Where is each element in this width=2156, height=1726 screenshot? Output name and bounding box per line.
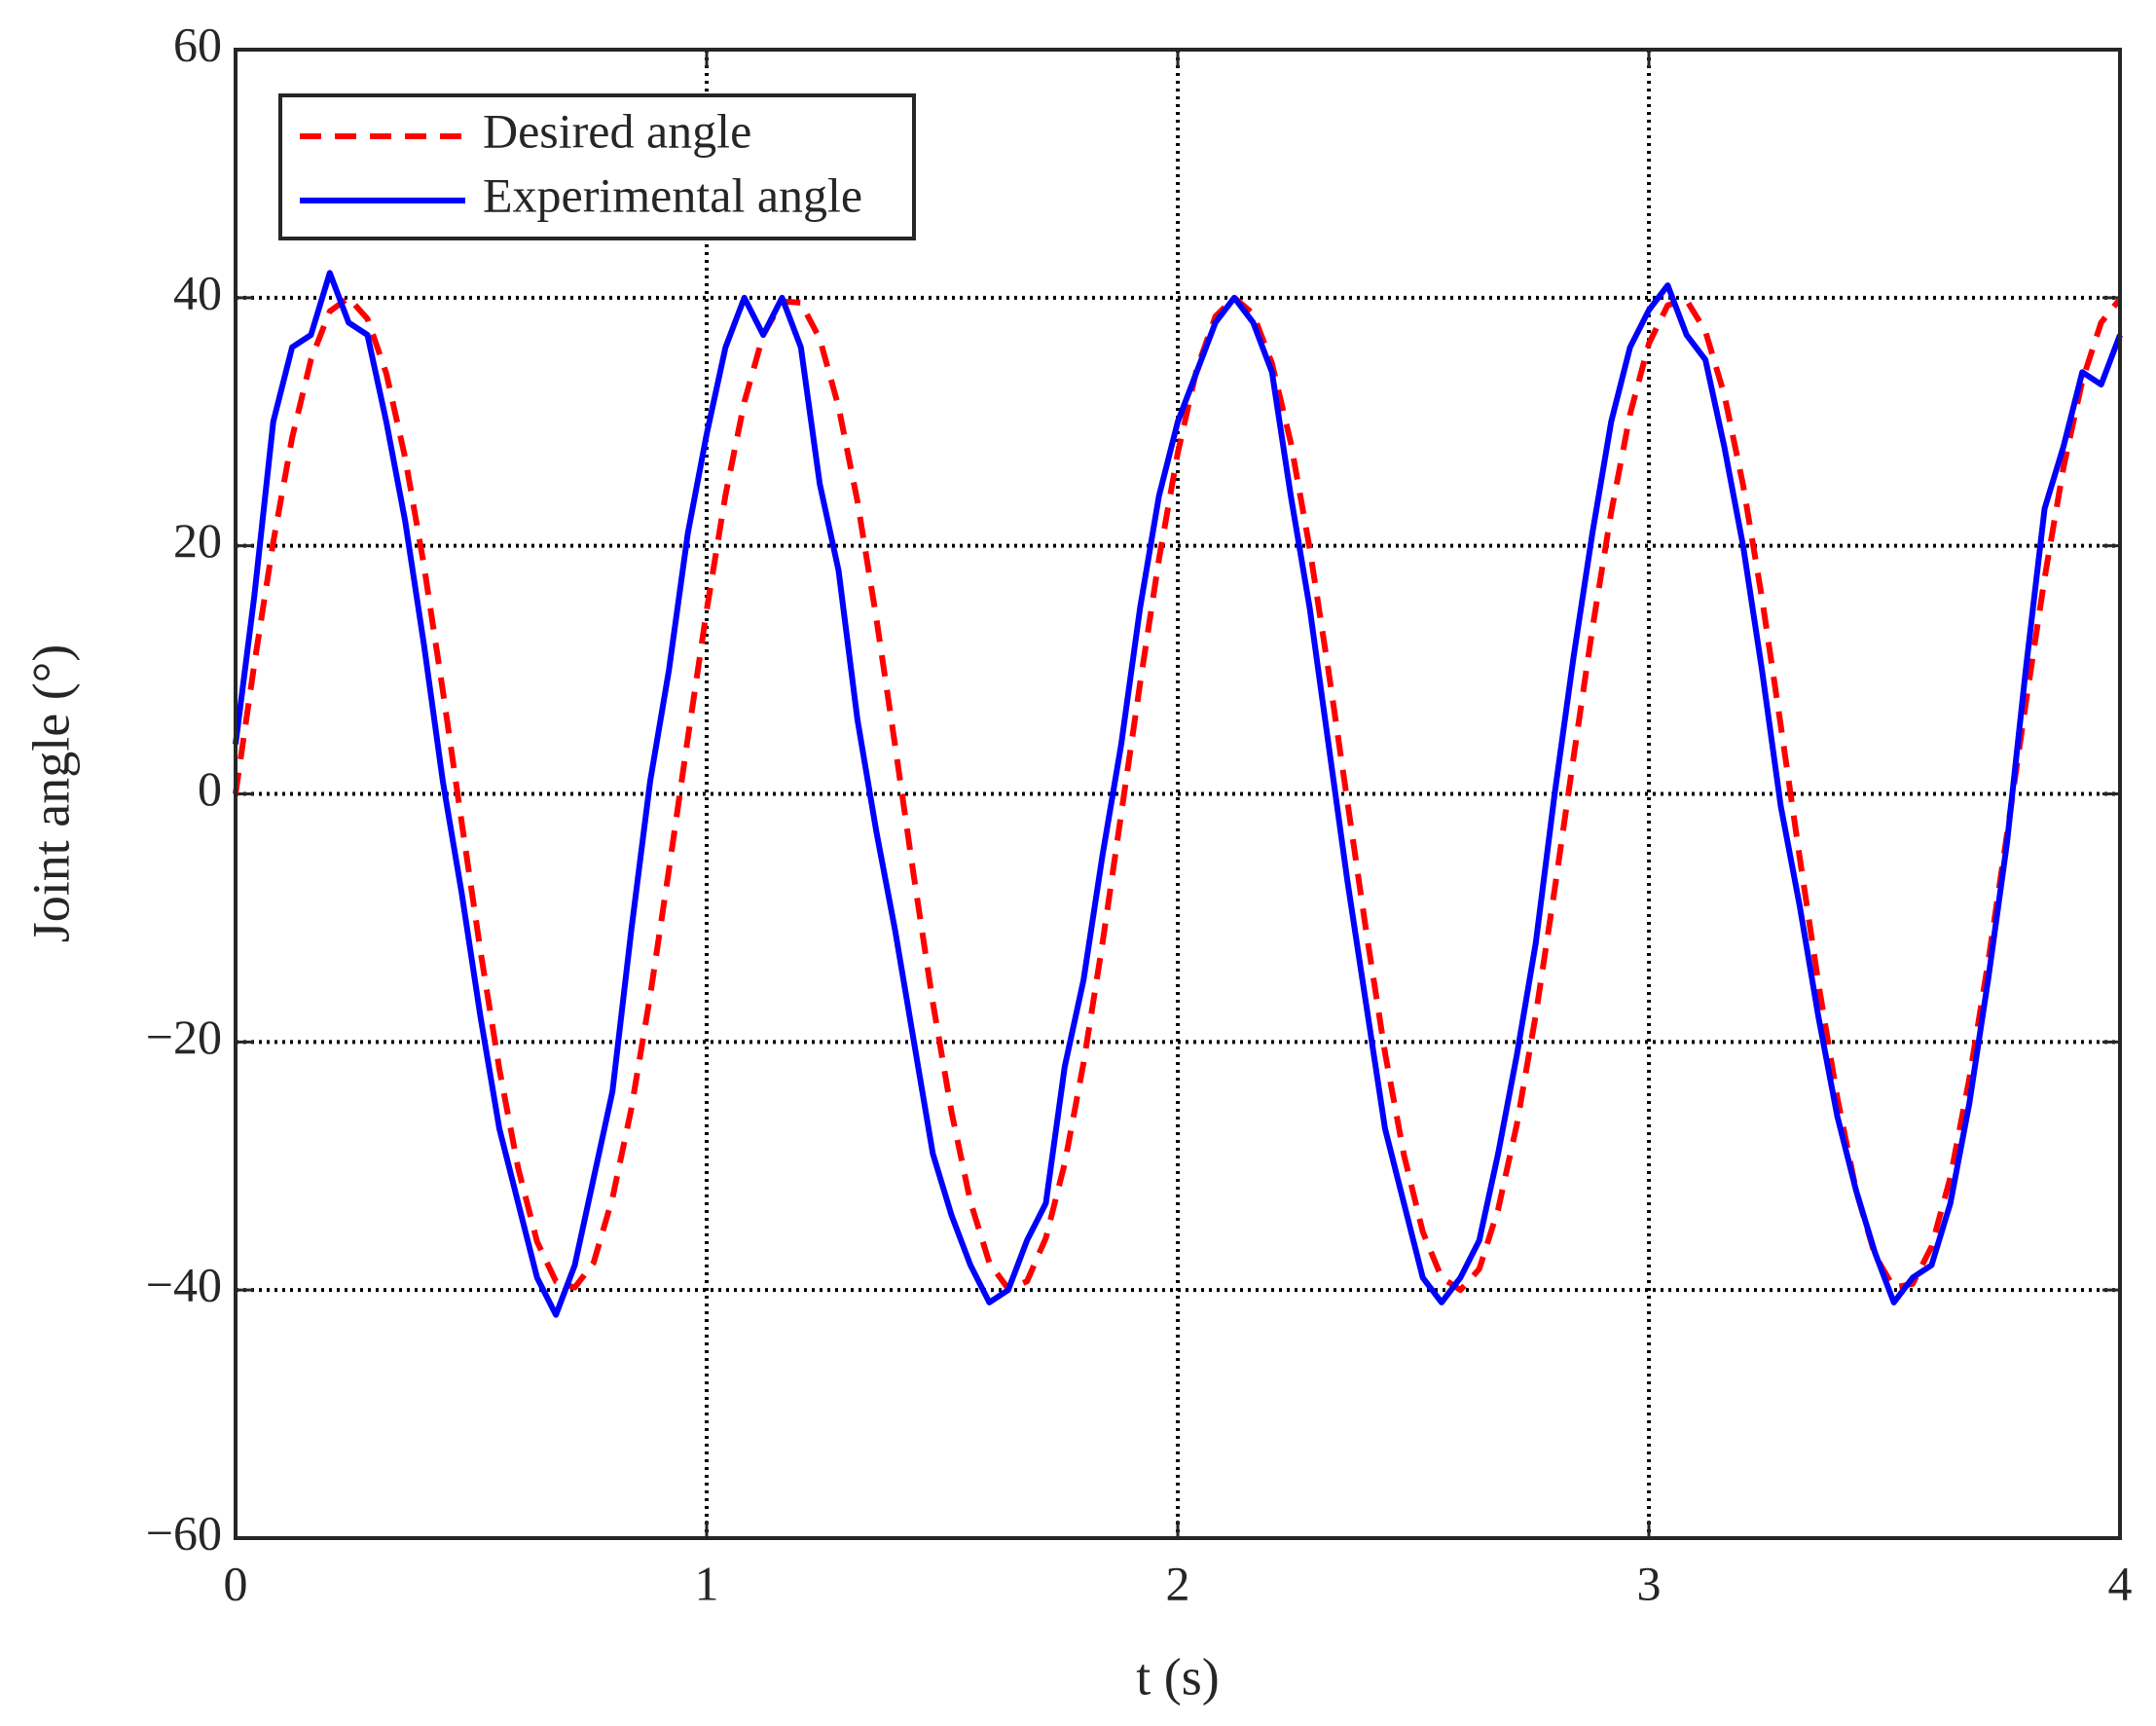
data-line: [233, 270, 2123, 1318]
y-tick-label: 0: [198, 761, 222, 816]
legend-label: Experimental angle: [483, 167, 862, 222]
data-line: [233, 294, 2123, 1294]
y-tick-label: −40: [146, 1258, 222, 1312]
y-tick-label: 20: [173, 513, 222, 568]
y-axis-label: Joint angle (°): [21, 644, 80, 943]
x-tick-label: 2: [1166, 1556, 1190, 1610]
y-tick-label: −60: [146, 1505, 222, 1560]
y-tick-label: 40: [173, 265, 222, 319]
x-axis-label: t (s): [1136, 1647, 1219, 1706]
x-tick-label: 0: [224, 1556, 248, 1610]
plot-frame: [234, 48, 2122, 1540]
x-tick-label: 4: [2108, 1556, 2133, 1610]
legend-label: Desired angle: [483, 103, 751, 158]
legend-box: [278, 93, 916, 240]
y-tick-label: −20: [146, 1010, 222, 1064]
y-tick-label: 60: [173, 17, 222, 71]
x-tick-label: 3: [1637, 1556, 1662, 1610]
x-tick-label: 1: [695, 1556, 719, 1610]
